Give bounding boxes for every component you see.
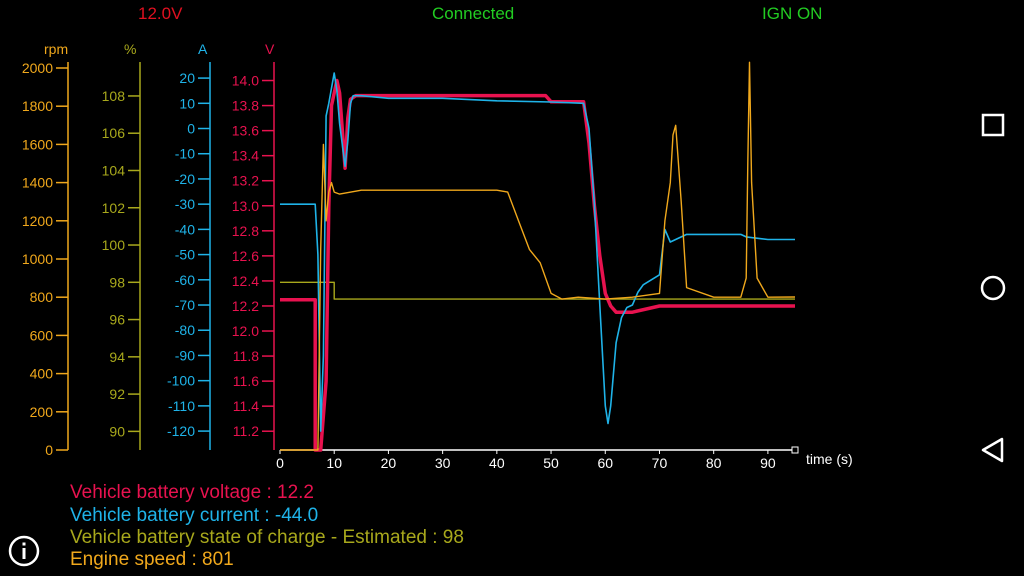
soc-tick-label: 104 [102, 162, 126, 178]
voltage-tick-label: 11.8 [233, 348, 259, 364]
voltage-tick-label: 13.0 [232, 198, 259, 214]
current-tick-label: -20 [175, 171, 195, 187]
rpm-tick-label: 1400 [22, 175, 53, 191]
current-tick-label: -80 [175, 322, 195, 338]
x-tick-label: 50 [543, 455, 559, 471]
square-icon[interactable] [972, 104, 1014, 146]
voltage-tick-label: 12.8 [232, 223, 259, 239]
current-tick-label: -110 [168, 398, 195, 414]
current-axis-unit: A [198, 41, 208, 57]
voltage-tick-label: 12.4 [232, 273, 259, 289]
current-tick-label: -10 [175, 146, 195, 162]
voltage-tick-label: 11.4 [233, 398, 259, 414]
x-tick-label: 90 [760, 455, 776, 471]
current-series-line [280, 72, 795, 432]
current-tick-label: -100 [167, 373, 195, 389]
current-tick-label: -30 [175, 196, 195, 212]
voltage-tick-label: 12.6 [232, 248, 259, 264]
soc-axis-unit: % [124, 41, 136, 57]
rpm-tick-label: 800 [30, 289, 54, 305]
voltage-series-line [280, 78, 795, 452]
rpm-tick-label: 200 [30, 404, 54, 420]
legend-current: Vehicle battery current : -44.0 [70, 505, 319, 526]
x-tick-label: 60 [597, 455, 613, 471]
rpm-series-line [280, 61, 796, 451]
voltage-tick-label: 12.0 [232, 323, 259, 339]
voltage-tick-label: 13.8 [232, 98, 259, 114]
rpm-tick-label: 400 [30, 366, 54, 382]
soc-tick-label: 102 [102, 200, 126, 216]
status-voltage: 12.0V [138, 4, 183, 23]
rpm-tick-label: 600 [30, 327, 54, 343]
soc-tick-label: 100 [102, 237, 126, 253]
legend-soc: Vehicle battery state of charge - Estima… [70, 527, 464, 548]
soc-tick-label: 98 [109, 274, 125, 290]
rpm-tick-label: 1000 [22, 251, 53, 267]
status-ignition: IGN ON [762, 4, 823, 23]
x-axis-label: time (s) [806, 451, 853, 467]
current-tick-label: -90 [175, 347, 195, 363]
soc-tick-label: 108 [102, 88, 126, 104]
x-tick-label: 10 [326, 455, 342, 471]
x-tick-label: 70 [652, 455, 668, 471]
soc-tick-label: 90 [109, 423, 125, 439]
triangle-back-icon[interactable] [972, 429, 1014, 471]
voltage-tick-label: 12.2 [232, 298, 259, 314]
current-tick-label: 0 [187, 121, 195, 137]
legend-rpm: Engine speed : 801 [70, 549, 234, 570]
nav-bar [962, 0, 1024, 576]
x-tick-label: 20 [381, 455, 397, 471]
legend-voltage: Vehicle battery voltage : 12.2 [70, 482, 314, 503]
x-axis-end-marker [791, 446, 799, 454]
soc-tick-label: 92 [109, 386, 125, 402]
current-tick-label: 20 [179, 70, 195, 86]
x-tick-label: 30 [435, 455, 451, 471]
rpm-tick-label: 0 [45, 442, 53, 458]
status-connection: Connected [432, 4, 515, 23]
x-tick-label: 80 [706, 455, 722, 471]
rpm-axis-unit: rpm [44, 41, 68, 57]
voltage-tick-label: 13.4 [232, 148, 259, 164]
soc-tick-label: 96 [109, 312, 125, 328]
x-tick-label: 40 [489, 455, 505, 471]
battery-chart: rpm0200400600800100012001400160018002000… [22, 41, 853, 471]
info-icon[interactable] [6, 533, 42, 569]
voltage-tick-label: 13.2 [232, 173, 259, 189]
voltage-tick-label: 14.0 [232, 73, 259, 89]
current-tick-label: -60 [175, 272, 195, 288]
rpm-tick-label: 1600 [22, 136, 53, 152]
current-tick-label: -70 [175, 297, 195, 313]
current-tick-label: -120 [167, 423, 195, 439]
circle-icon[interactable] [972, 267, 1014, 309]
rpm-tick-label: 1800 [22, 98, 53, 114]
voltage-tick-label: 13.6 [232, 123, 259, 139]
voltage-axis-unit: V [265, 41, 275, 57]
x-tick-label: 0 [276, 455, 284, 471]
voltage-tick-label: 11.2 [233, 423, 259, 439]
current-tick-label: -40 [175, 221, 195, 237]
soc-tick-label: 94 [109, 349, 125, 365]
voltage-tick-label: 11.6 [233, 373, 259, 389]
current-tick-label: 10 [179, 95, 195, 111]
rpm-tick-label: 2000 [22, 60, 53, 76]
rpm-tick-label: 1200 [22, 213, 53, 229]
soc-tick-label: 106 [102, 125, 126, 141]
current-tick-label: -50 [175, 247, 195, 263]
